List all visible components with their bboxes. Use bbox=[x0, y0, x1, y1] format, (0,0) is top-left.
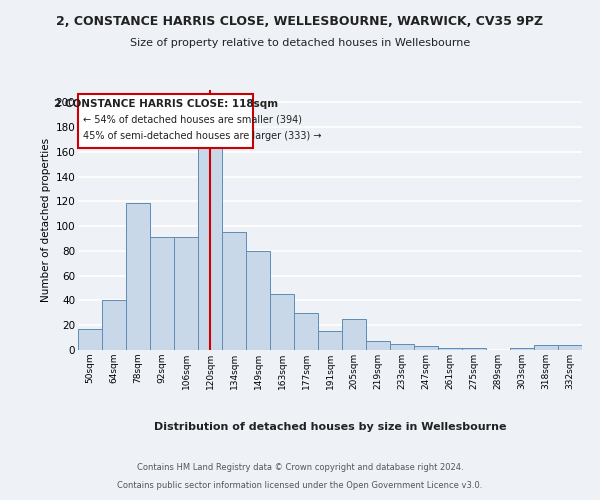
Bar bbox=[390, 344, 414, 350]
Bar bbox=[438, 348, 462, 350]
Bar bbox=[318, 332, 342, 350]
Y-axis label: Number of detached properties: Number of detached properties bbox=[41, 138, 52, 302]
Bar bbox=[366, 342, 390, 350]
Bar bbox=[222, 232, 246, 350]
Text: Size of property relative to detached houses in Wellesbourne: Size of property relative to detached ho… bbox=[130, 38, 470, 48]
Bar bbox=[198, 142, 222, 350]
Bar bbox=[462, 348, 486, 350]
Bar bbox=[246, 251, 270, 350]
Bar bbox=[534, 345, 558, 350]
Bar bbox=[78, 329, 102, 350]
Bar bbox=[150, 238, 174, 350]
Text: ← 54% of detached houses are smaller (394): ← 54% of detached houses are smaller (39… bbox=[83, 115, 302, 125]
Bar bbox=[126, 202, 150, 350]
FancyBboxPatch shape bbox=[78, 94, 253, 148]
Text: 45% of semi-detached houses are larger (333) →: 45% of semi-detached houses are larger (… bbox=[83, 131, 322, 141]
Bar bbox=[510, 348, 534, 350]
Text: Contains HM Land Registry data © Crown copyright and database right 2024.: Contains HM Land Registry data © Crown c… bbox=[137, 464, 463, 472]
Bar bbox=[558, 345, 582, 350]
Text: Contains public sector information licensed under the Open Government Licence v3: Contains public sector information licen… bbox=[118, 481, 482, 490]
Text: 2, CONSTANCE HARRIS CLOSE, WELLESBOURNE, WARWICK, CV35 9PZ: 2, CONSTANCE HARRIS CLOSE, WELLESBOURNE,… bbox=[56, 15, 544, 28]
Text: Distribution of detached houses by size in Wellesbourne: Distribution of detached houses by size … bbox=[154, 422, 506, 432]
Bar bbox=[102, 300, 126, 350]
Bar bbox=[270, 294, 294, 350]
Bar bbox=[414, 346, 438, 350]
Bar bbox=[342, 319, 366, 350]
Text: 2 CONSTANCE HARRIS CLOSE: 118sqm: 2 CONSTANCE HARRIS CLOSE: 118sqm bbox=[53, 98, 278, 108]
Bar bbox=[174, 238, 198, 350]
Bar bbox=[294, 313, 318, 350]
